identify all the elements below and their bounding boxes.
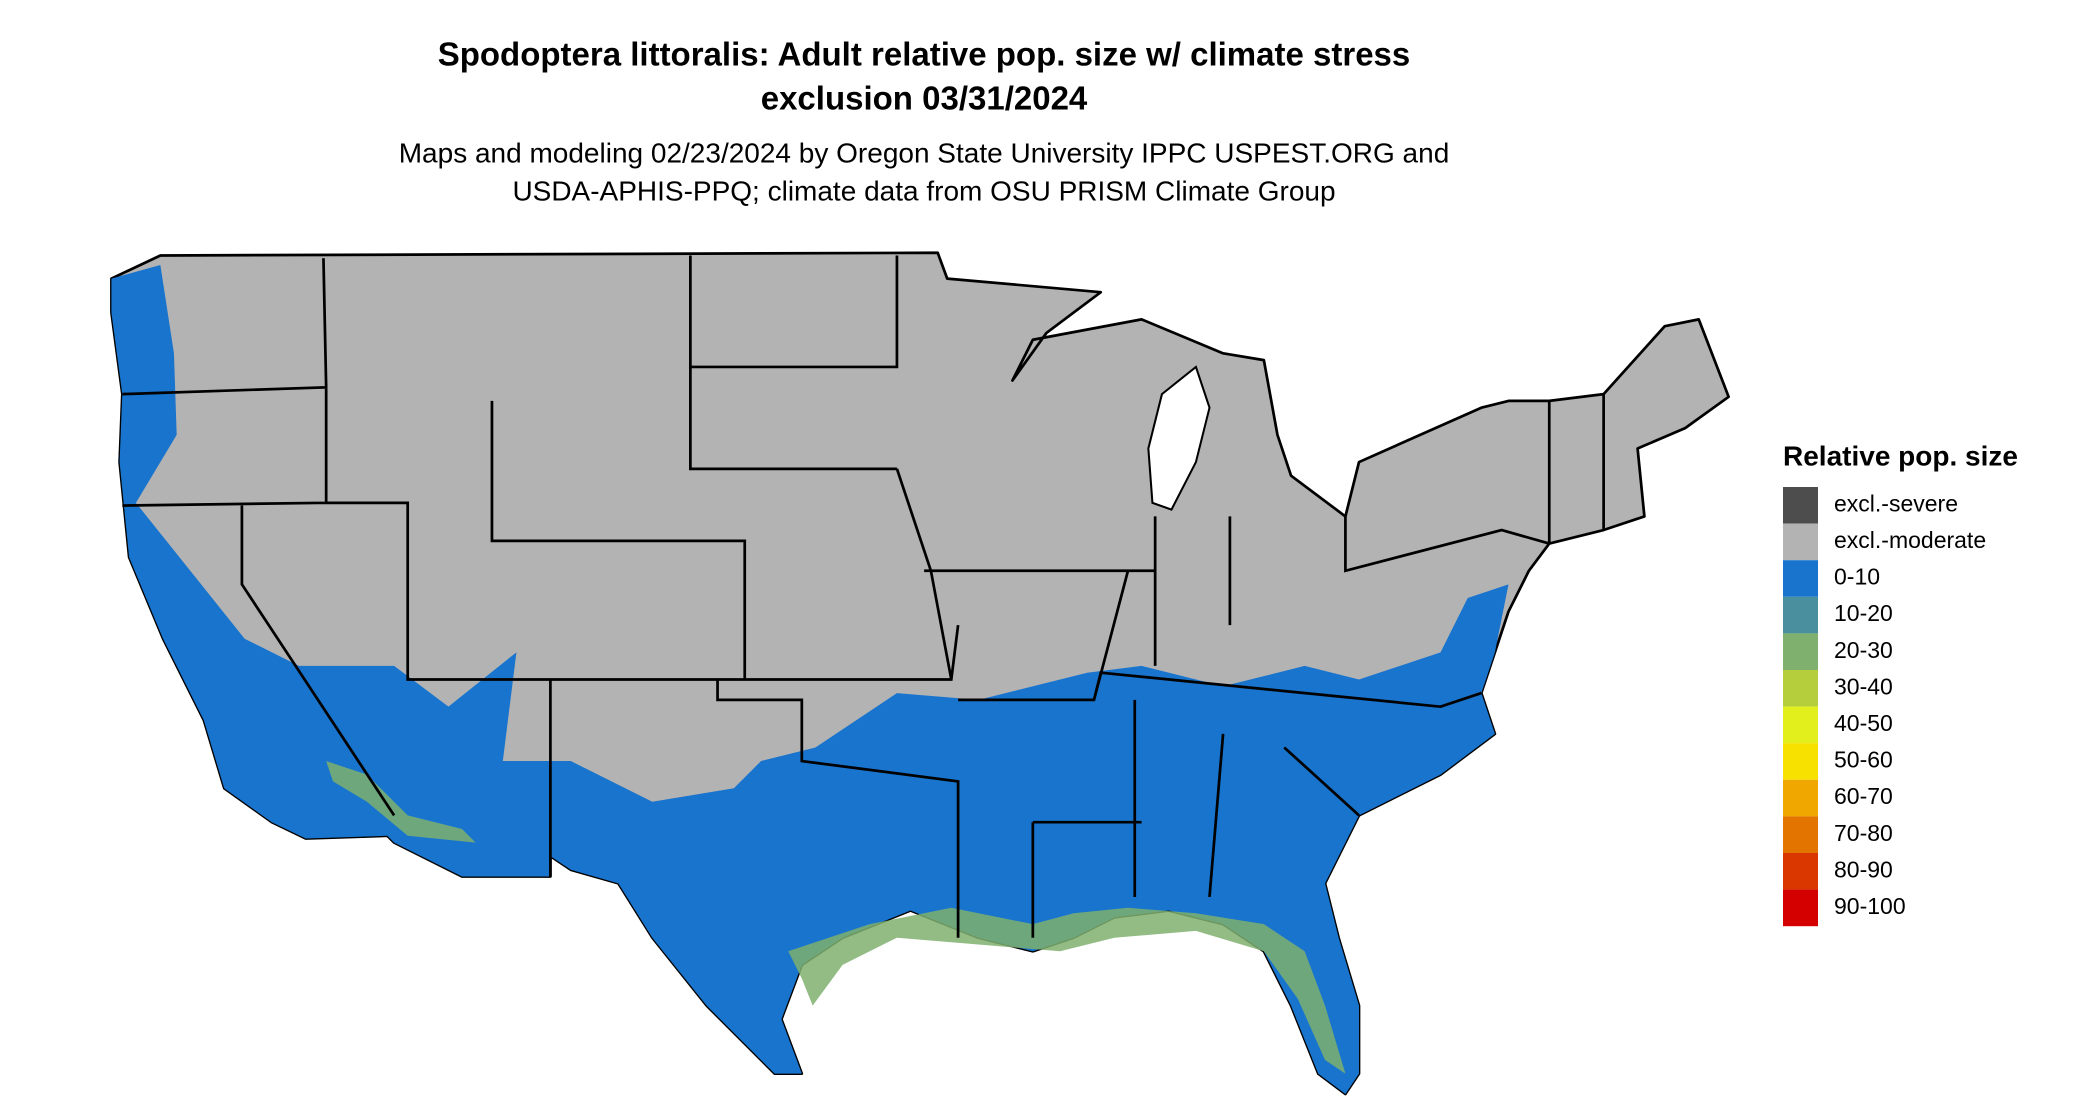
title-line: exclusion 03/31/2024	[761, 80, 1088, 117]
legend-swatch	[1783, 523, 1818, 561]
map	[110, 251, 1731, 1096]
legend-swatch	[1783, 743, 1818, 780]
legend-title: Relative pop. size	[1783, 440, 2018, 471]
subtitle-line: USDA-APHIS-PPQ; climate data from OSU PR…	[512, 175, 1335, 206]
legend-swatch	[1783, 779, 1818, 817]
legend-label: 80-90	[1834, 856, 1893, 882]
legend-swatch	[1783, 596, 1818, 634]
legend-swatch	[1783, 670, 1818, 707]
zone-20-30	[326, 761, 476, 843]
legend-label: 60-70	[1834, 783, 1893, 809]
legend-swatch	[1783, 633, 1818, 670]
legend-label: excl.-moderate	[1834, 527, 1986, 553]
legend-swatch	[1783, 889, 1818, 927]
legend-label: 20-30	[1834, 637, 1893, 663]
subtitle-line: Maps and modeling 02/23/2024 by Oregon S…	[399, 137, 1450, 168]
legend-label: 0-10	[1834, 564, 1880, 590]
title-line: Spodoptera littoralis: Adult relative po…	[438, 36, 1411, 73]
legend-label: 70-80	[1834, 820, 1893, 846]
legend-swatch	[1783, 706, 1818, 744]
legend-label: 30-40	[1834, 673, 1893, 699]
legend-swatch	[1783, 487, 1818, 524]
legend-swatch	[1783, 560, 1818, 597]
legend-label: 40-50	[1834, 710, 1893, 736]
state-borders	[122, 255, 1605, 938]
legend-label: excl.-severe	[1834, 490, 1958, 516]
legend-swatch	[1783, 853, 1818, 890]
zone-20-30	[788, 907, 1346, 1074]
legend-label: 50-60	[1834, 747, 1893, 773]
zone-0-10	[111, 265, 1509, 1094]
legend-label: 10-20	[1834, 600, 1893, 626]
lake-michigan	[1147, 365, 1211, 511]
legend: Relative pop. size excl.-severe excl.-mod…	[1783, 440, 2018, 927]
legend-swatch	[1783, 816, 1818, 853]
legend-label: 90-100	[1834, 893, 1906, 919]
